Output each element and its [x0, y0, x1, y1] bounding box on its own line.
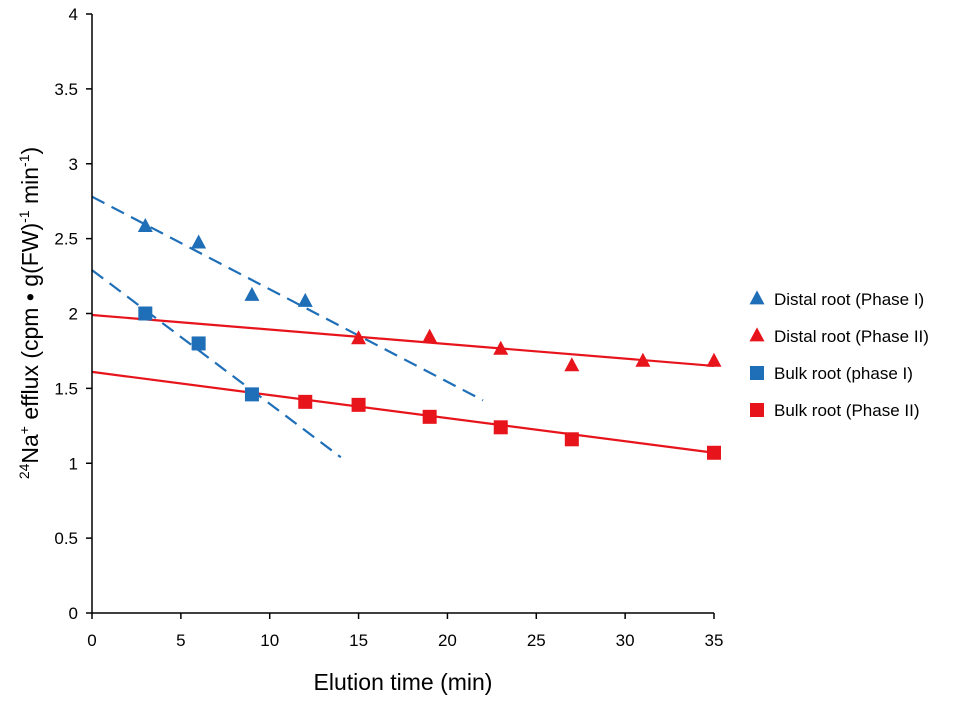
- legend-marker: [749, 290, 765, 305]
- x-tick-label: 25: [527, 631, 546, 650]
- data-point: [191, 234, 207, 249]
- data-point: [635, 352, 651, 367]
- y-tick-label: 2: [69, 305, 78, 324]
- y-axis-title-part2: efflux (cpm • g(FW): [17, 223, 43, 426]
- legend-marker: [750, 366, 764, 380]
- legend: Distal root (Phase I) Distal root (Phase …: [749, 290, 929, 420]
- data-point: [422, 328, 438, 343]
- data-point: [422, 409, 437, 424]
- data-markers: [137, 217, 722, 460]
- y-tick-label: 0.5: [54, 529, 78, 548]
- y-tick-label: 0: [69, 604, 78, 623]
- data-point: [707, 445, 721, 460]
- data-point: [138, 306, 153, 321]
- x-tick-label: 0: [87, 631, 96, 650]
- legend-label: Distal root (Phase II): [774, 327, 929, 346]
- y-axis-title-part3: min: [17, 167, 43, 210]
- x-tick-label: 10: [260, 631, 279, 650]
- legend-label: Bulk root (phase I): [774, 364, 913, 383]
- x-tick-label: 35: [705, 631, 724, 650]
- fit-line: [91, 313, 715, 368]
- y-tick-label: 3.5: [54, 80, 78, 99]
- data-point: [137, 217, 153, 232]
- y-axis-title-sup-isotope: 24: [16, 463, 32, 479]
- fit-line: [91, 269, 342, 459]
- data-point: [493, 340, 509, 355]
- axis-ticks: 0 5 10 15 20 25 30 35 0 0.5 1 1.5 2 2.5 3 3.5 4: [54, 5, 723, 650]
- fit-line: [91, 195, 484, 402]
- data-point: [351, 397, 366, 412]
- data-point: [298, 394, 313, 409]
- legend-marker: [749, 327, 765, 342]
- x-tick-label: 30: [616, 631, 635, 650]
- fit-lines: [91, 195, 715, 459]
- y-axis-title-sup-exp2: -1: [16, 154, 32, 167]
- data-point: [244, 387, 259, 402]
- y-axis-title-sup-exp1: -1: [16, 210, 32, 223]
- x-tick-label: 20: [438, 631, 457, 650]
- x-tick-label: 5: [176, 631, 185, 650]
- legend-label: Distal root (Phase I): [774, 290, 924, 309]
- legend-marker: [750, 403, 764, 417]
- y-axis-title-part1: Na: [17, 434, 43, 464]
- y-tick-label: 1: [69, 454, 78, 473]
- y-tick-label: 2.5: [54, 230, 78, 249]
- data-point: [351, 330, 367, 345]
- y-tick-label: 4: [69, 5, 78, 24]
- y-tick-label: 3: [69, 155, 78, 174]
- data-point: [493, 420, 508, 435]
- legend-label: Bulk root (Phase II): [774, 401, 920, 420]
- x-axis-title: Elution time (min): [314, 669, 493, 695]
- data-point: [564, 432, 579, 447]
- fit-line: [91, 370, 715, 454]
- axes: [91, 14, 714, 614]
- y-axis-title-sup-charge: +: [16, 426, 32, 434]
- x-tick-label: 15: [349, 631, 368, 650]
- data-point: [706, 352, 722, 367]
- y-axis-title-part4: ): [17, 147, 43, 155]
- y-tick-label: 1.5: [54, 379, 78, 398]
- data-point: [191, 336, 206, 351]
- data-point: [564, 357, 580, 372]
- data-point: [244, 286, 260, 301]
- data-point: [297, 292, 313, 307]
- y-axis-title: 24Na+ efflux (cpm • g(FW)-1 min-1): [16, 147, 43, 479]
